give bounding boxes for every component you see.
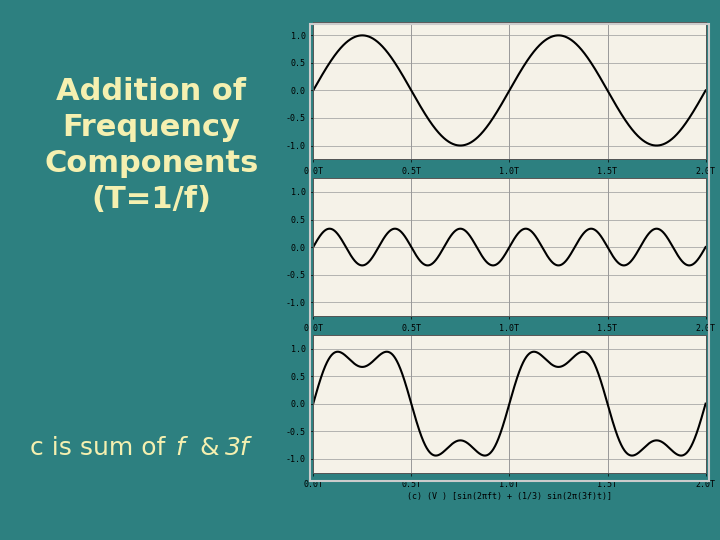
Text: &: & <box>192 436 227 460</box>
Text: f: f <box>176 436 184 460</box>
Text: c is sum of: c is sum of <box>30 436 174 460</box>
X-axis label: (b) (1/3) sin(2π(3f)t): (b) (1/3) sin(2π(3f)t) <box>454 335 564 345</box>
X-axis label: (a) sin(2πft): (a) sin(2πft) <box>477 179 542 188</box>
X-axis label: (c) (V ) [sin(2πft) + (1/3) sin(2π(3f)t)]: (c) (V ) [sin(2πft) + (1/3) sin(2π(3f)t)… <box>407 492 612 501</box>
Text: 3f: 3f <box>225 436 249 460</box>
Text: Addition of
Frequency
Components
(T=1/f): Addition of Frequency Components (T=1/f) <box>44 77 258 214</box>
